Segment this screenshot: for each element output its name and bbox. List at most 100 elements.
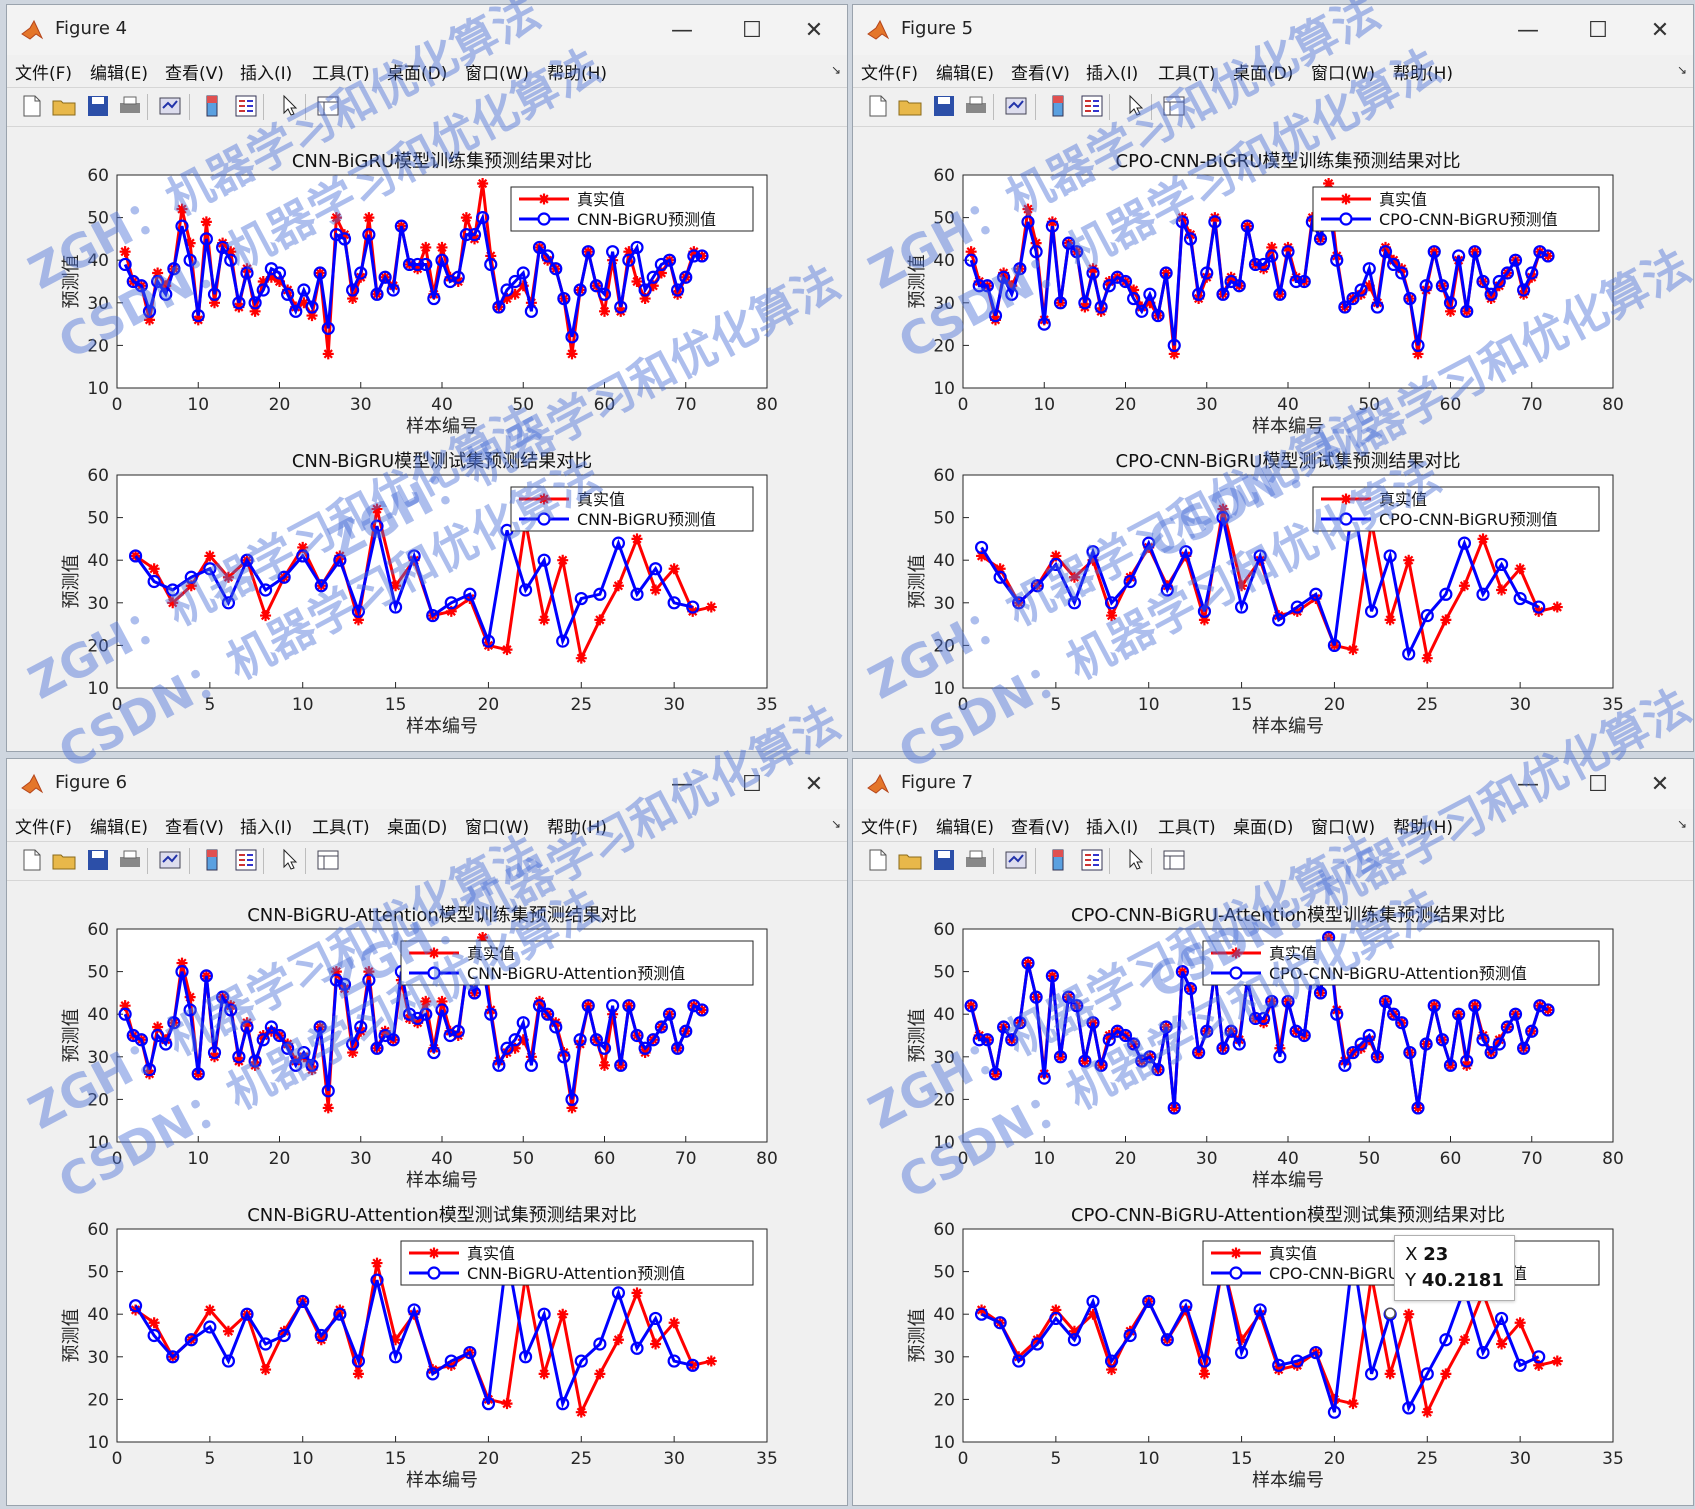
link-figure-icon[interactable]: [1003, 93, 1029, 119]
print-icon[interactable]: [117, 847, 143, 873]
colorbar-icon[interactable]: [199, 847, 225, 873]
property-editor-icon[interactable]: [1161, 93, 1187, 119]
title-bar[interactable]: Figure 6 — ☐ ✕: [7, 759, 847, 809]
menu-item[interactable]: 帮助(H): [1393, 64, 1454, 84]
colorbar-icon[interactable]: [199, 93, 225, 119]
menu-item[interactable]: 编辑(E): [936, 818, 995, 838]
menu-item[interactable]: 帮助(H): [547, 818, 608, 838]
open-folder-icon[interactable]: [897, 847, 923, 873]
maximize-icon[interactable]: ☐: [742, 771, 762, 797]
legend-icon[interactable]: [1079, 847, 1105, 873]
close-icon[interactable]: ✕: [804, 771, 824, 797]
new-file-icon[interactable]: [865, 93, 891, 119]
axes[interactable]: CNN-BiGRU模型测试集预测结果对比 10 20 30 40 50 60 0 5 10 15 20…: [61, 451, 778, 737]
open-folder-icon[interactable]: [51, 93, 77, 119]
new-file-icon[interactable]: [19, 847, 45, 873]
close-icon[interactable]: ✕: [804, 17, 824, 43]
maximize-icon[interactable]: ☐: [742, 17, 762, 43]
colorbar-icon[interactable]: [1045, 93, 1071, 119]
menu-item[interactable]: 工具(T): [1158, 818, 1216, 838]
close-icon[interactable]: ✕: [1650, 771, 1670, 797]
menu-item[interactable]: 查看(V): [165, 64, 224, 84]
menu-item[interactable]: 插入(I): [1086, 64, 1139, 84]
colorbar-icon[interactable]: [1045, 847, 1071, 873]
menu-item[interactable]: 工具(T): [312, 818, 370, 838]
figure-canvas[interactable]: CNN-BiGRU模型训练集预测结果对比 10 20 30 40 50 60 0 10 20 30 4…: [7, 127, 847, 751]
property-editor-icon[interactable]: [315, 93, 341, 119]
menu-item[interactable]: 工具(T): [1158, 64, 1216, 84]
new-file-icon[interactable]: [19, 93, 45, 119]
pointer-icon[interactable]: [277, 847, 303, 873]
dock-arrow-icon[interactable]: ↘: [1676, 63, 1687, 77]
menu-item[interactable]: 编辑(E): [936, 64, 995, 84]
dock-arrow-icon[interactable]: ↘: [1676, 817, 1687, 831]
minimize-icon[interactable]: —: [671, 17, 693, 43]
figure-canvas[interactable]: CNN-BiGRU-Attention模型训练集预测结果对比 10 20 30 40 50…: [7, 881, 847, 1505]
link-figure-icon[interactable]: [1003, 847, 1029, 873]
save-icon[interactable]: [85, 93, 111, 119]
axes[interactable]: CNN-BiGRU-Attention模型测试集预测结果对比1020304050…: [61, 1205, 778, 1491]
legend-icon[interactable]: [233, 847, 259, 873]
open-folder-icon[interactable]: [51, 847, 77, 873]
print-icon[interactable]: [963, 93, 989, 119]
menu-item[interactable]: 插入(I): [240, 64, 293, 84]
menu-item[interactable]: 文件(F): [15, 818, 73, 838]
menu-item[interactable]: 插入(I): [1086, 818, 1139, 838]
menu-item[interactable]: 窗口(W): [465, 818, 530, 838]
new-file-icon[interactable]: [865, 847, 891, 873]
figure-canvas[interactable]: CPO-CNN-BiGRU-Attention模型训练集预测结果对比 10 20 30…: [853, 881, 1693, 1505]
minimize-icon[interactable]: —: [1517, 771, 1539, 797]
datatip-marker[interactable]: [1384, 1307, 1396, 1320]
pointer-icon[interactable]: [1123, 847, 1149, 873]
save-icon[interactable]: [931, 93, 957, 119]
menu-item[interactable]: 查看(V): [1011, 818, 1070, 838]
minimize-icon[interactable]: —: [671, 771, 693, 797]
menu-item[interactable]: 窗口(W): [465, 64, 530, 84]
axes[interactable]: CNN-BiGRU-Attention模型训练集预测结果对比 10 20 30 40 50…: [61, 905, 778, 1191]
menu-item[interactable]: 文件(F): [861, 64, 919, 84]
print-icon[interactable]: [963, 847, 989, 873]
print-icon[interactable]: [117, 93, 143, 119]
pointer-icon[interactable]: [1123, 93, 1149, 119]
menu-item[interactable]: 查看(V): [165, 818, 224, 838]
menu-item[interactable]: 查看(V): [1011, 64, 1070, 84]
axes[interactable]: CPO-CNN-BiGRU-Attention模型训练集预测结果对比 10 20 30…: [907, 905, 1624, 1191]
menu-item[interactable]: 桌面(D): [387, 64, 448, 84]
menu-item[interactable]: 文件(F): [861, 818, 919, 838]
open-folder-icon[interactable]: [897, 93, 923, 119]
legend-icon[interactable]: [1079, 93, 1105, 119]
link-figure-icon[interactable]: [157, 93, 183, 119]
maximize-icon[interactable]: ☐: [1588, 771, 1608, 797]
menu-item[interactable]: 帮助(H): [547, 64, 608, 84]
figure-window[interactable]: Figure 6 — ☐ ✕ 文件(F) 编辑(E) 查看(V) 插入(I) 工具(T) 桌面(D…: [6, 758, 848, 1506]
save-icon[interactable]: [931, 847, 957, 873]
axes[interactable]: CPO-CNN-BiGRU-Attention模型测试集预测结果对比 10 20 30…: [907, 1205, 1624, 1491]
dock-arrow-icon[interactable]: ↘: [830, 817, 841, 831]
menu-item[interactable]: 编辑(E): [90, 64, 149, 84]
property-editor-icon[interactable]: [315, 847, 341, 873]
datatip[interactable]: X 23 Y 40.2181: [1394, 1235, 1515, 1302]
save-icon[interactable]: [85, 847, 111, 873]
menu-item[interactable]: 文件(F): [15, 64, 73, 84]
property-editor-icon[interactable]: [1161, 847, 1187, 873]
pointer-icon[interactable]: [277, 93, 303, 119]
link-figure-icon[interactable]: [157, 847, 183, 873]
menu-item[interactable]: 桌面(D): [1233, 64, 1294, 84]
title-bar[interactable]: Figure 5 — ☐ ✕: [853, 5, 1693, 55]
menu-item[interactable]: 窗口(W): [1311, 64, 1376, 84]
menu-item[interactable]: 桌面(D): [1233, 818, 1294, 838]
close-icon[interactable]: ✕: [1650, 17, 1670, 43]
figure-window[interactable]: Figure 5 — ☐ ✕ 文件(F) 编辑(E) 查看(V) 插入(I) 工具(T) 桌面(D…: [852, 4, 1694, 752]
figure-window[interactable]: Figure 7 — ☐ ✕ 文件(F) 编辑(E) 查看(V) 插入(I) 工具(T) 桌面(D…: [852, 758, 1694, 1506]
menu-item[interactable]: 编辑(E): [90, 818, 149, 838]
dock-arrow-icon[interactable]: ↘: [830, 63, 841, 77]
menu-item[interactable]: 帮助(H): [1393, 818, 1454, 838]
